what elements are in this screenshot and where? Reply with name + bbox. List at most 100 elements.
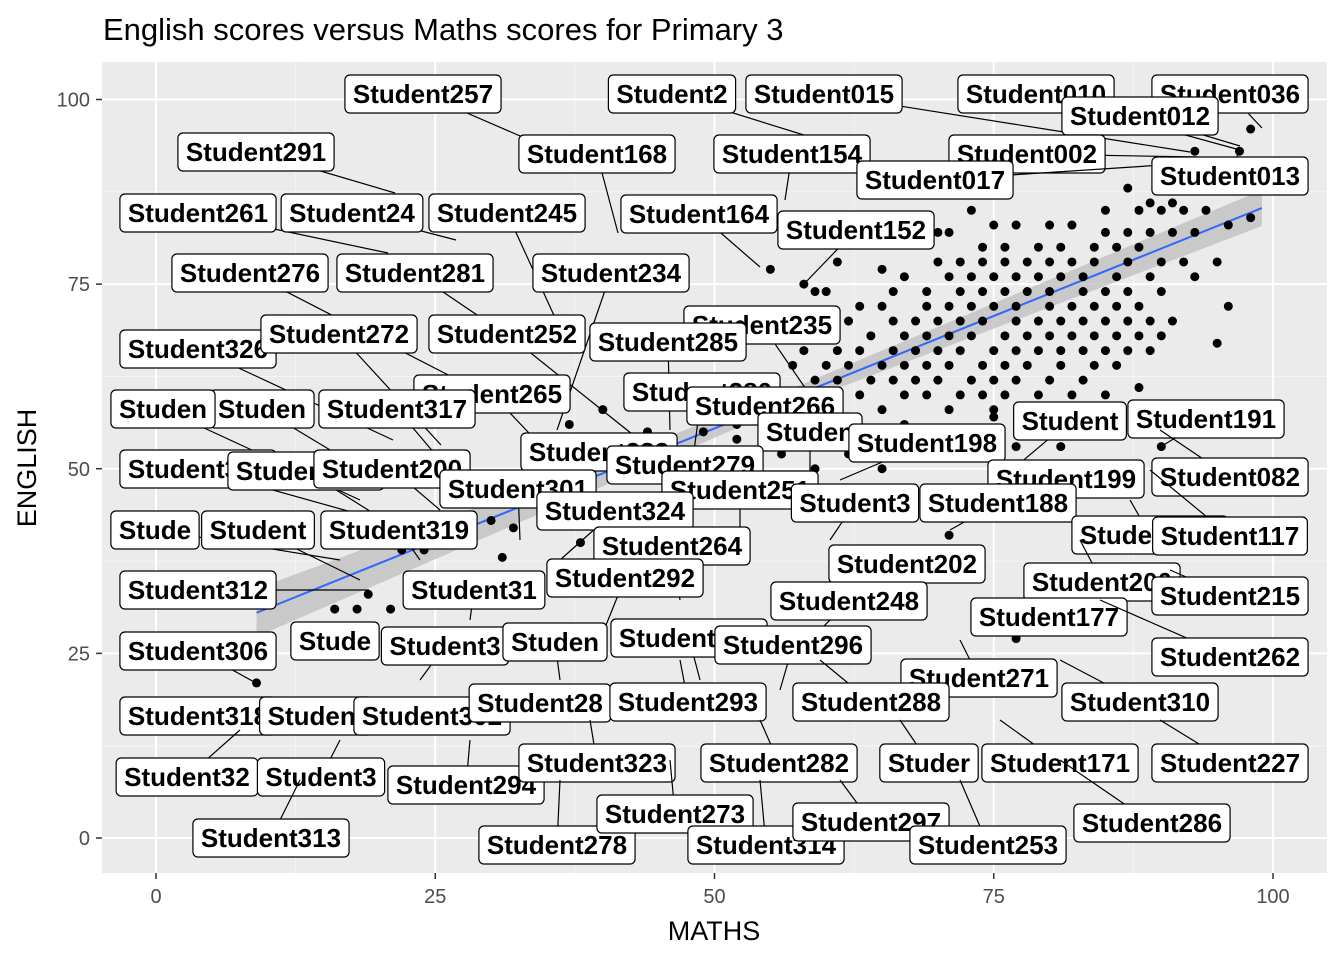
data-point [888, 346, 898, 356]
data-point [955, 287, 965, 297]
point-label: Student3 [790, 483, 920, 541]
data-point [1000, 242, 1010, 252]
data-point [497, 552, 507, 562]
data-point [508, 523, 518, 533]
data-point [1123, 346, 1133, 356]
label-text: Student24 [289, 198, 415, 228]
label-box [1127, 399, 1285, 439]
label-text: Student261 [128, 198, 268, 228]
data-point [1112, 272, 1122, 282]
point-label: Student [201, 510, 361, 581]
label-box [478, 825, 636, 865]
data-point [821, 287, 831, 297]
label-text: Student177 [979, 602, 1119, 632]
label-text: Student306 [128, 636, 268, 666]
point-label: Student296 [714, 625, 872, 691]
label-box [620, 194, 778, 234]
x-tick-label: 0 [150, 886, 161, 908]
label-text: Student082 [1160, 462, 1300, 492]
point-label: Student272 [260, 314, 442, 446]
data-point [1190, 227, 1200, 237]
label-box [879, 743, 979, 783]
data-point [330, 604, 340, 614]
label-box [745, 74, 903, 114]
data-point [944, 405, 954, 415]
point-label: Student261 [119, 193, 389, 254]
data-point [1067, 390, 1077, 400]
x-tick-label: 50 [703, 886, 725, 908]
label-box [532, 253, 690, 293]
data-point [989, 220, 999, 230]
label-box [518, 743, 676, 783]
data-point [1100, 390, 1110, 400]
data-point [966, 301, 976, 311]
data-point [1000, 390, 1010, 400]
data-point [1156, 331, 1166, 341]
data-point [1022, 360, 1032, 370]
point-label: Student3 [380, 626, 510, 681]
label-box [344, 74, 502, 114]
axis-ticks: 0 25 50 75 100 0 25 50 75 100 [57, 90, 1290, 909]
data-point [1100, 316, 1110, 326]
data-point [1156, 287, 1166, 297]
data-point [821, 360, 831, 370]
point-label: Student3 [256, 739, 386, 797]
label-box [1061, 96, 1219, 136]
y-tick-label: 100 [57, 90, 90, 112]
data-point [1179, 257, 1189, 267]
data-point [1078, 346, 1088, 356]
point-label: Student273 [596, 759, 754, 834]
label-text: Student310 [1070, 687, 1210, 717]
data-point [966, 272, 976, 282]
data-point [944, 360, 954, 370]
label-text: Student168 [527, 139, 667, 169]
label-box [792, 682, 950, 722]
point-label: Student200 [1023, 539, 1181, 602]
label-text: Student154 [722, 139, 863, 169]
data-point [989, 412, 999, 422]
data-point [978, 360, 988, 370]
label-text: Student [268, 701, 365, 731]
label-box [770, 581, 928, 621]
point-label: Student324 [536, 491, 694, 561]
label-box [589, 322, 747, 362]
data-point [899, 331, 909, 341]
label-box [290, 621, 380, 661]
point-label: Studer [879, 719, 979, 783]
data-point [978, 316, 988, 326]
data-point [1123, 183, 1133, 193]
label-text: Student294 [396, 770, 537, 800]
data-point [1078, 375, 1088, 385]
point-label: Student017 [856, 160, 1209, 200]
label-text: Studen [218, 394, 306, 424]
data-point [1246, 213, 1256, 223]
label-text: Student323 [527, 748, 667, 778]
data-point [1067, 301, 1077, 311]
data-point [933, 375, 943, 385]
label-box [1151, 576, 1309, 616]
data-point [877, 405, 887, 415]
label-text: Student272 [269, 319, 409, 349]
data-point [1067, 257, 1077, 267]
data-point [1100, 287, 1110, 297]
label-box [518, 134, 676, 174]
data-point [810, 375, 820, 385]
data-point [1089, 360, 1099, 370]
label-box [192, 818, 350, 858]
data-point [1223, 301, 1233, 311]
data-point [1145, 227, 1155, 237]
point-label: Student32 [115, 729, 259, 797]
data-point [944, 530, 954, 540]
chart-title: English scores versus Maths scores for P… [103, 12, 784, 47]
data-point [1022, 331, 1032, 341]
data-point [252, 678, 262, 688]
data-point [844, 316, 854, 326]
label-box [1151, 156, 1309, 196]
data-point [1100, 205, 1110, 215]
data-point [1112, 242, 1122, 252]
point-label: Student286 [1059, 759, 1231, 843]
label-text: Student015 [754, 79, 894, 109]
point-label: Student012 [1061, 96, 1241, 147]
label-box [110, 510, 200, 550]
label-box [777, 210, 935, 250]
